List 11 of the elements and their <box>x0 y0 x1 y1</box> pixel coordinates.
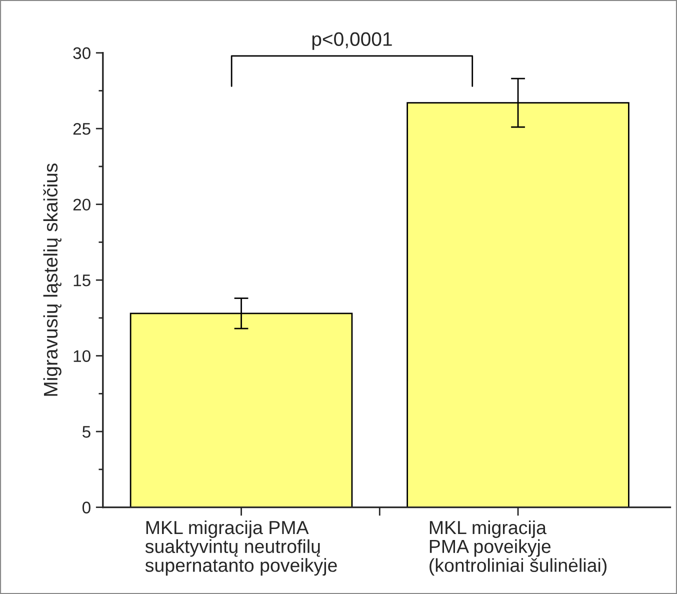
y-tick-label: 30 <box>73 47 90 60</box>
y-axis-title: Migravusių ląstelių skaičius <box>43 164 62 396</box>
text: p<0,0001 <box>312 32 392 50</box>
y-tick-label: 0 <box>82 502 90 514</box>
y-tick-label: 10 <box>74 350 90 362</box>
y-tick-label: 20 <box>73 198 90 211</box>
x-tick-label: MKL migracija PMA poveikyje (kontroliniai šulinėliai) <box>430 520 606 576</box>
x-tick-label: MKL migracija PMA suaktyvintų neutrofilų supernatanto poveikyje <box>145 520 337 576</box>
y-tick-label: 15 <box>74 274 90 286</box>
y-tick-label: 5 <box>82 426 90 438</box>
y-tick-label: 25 <box>73 123 90 135</box>
